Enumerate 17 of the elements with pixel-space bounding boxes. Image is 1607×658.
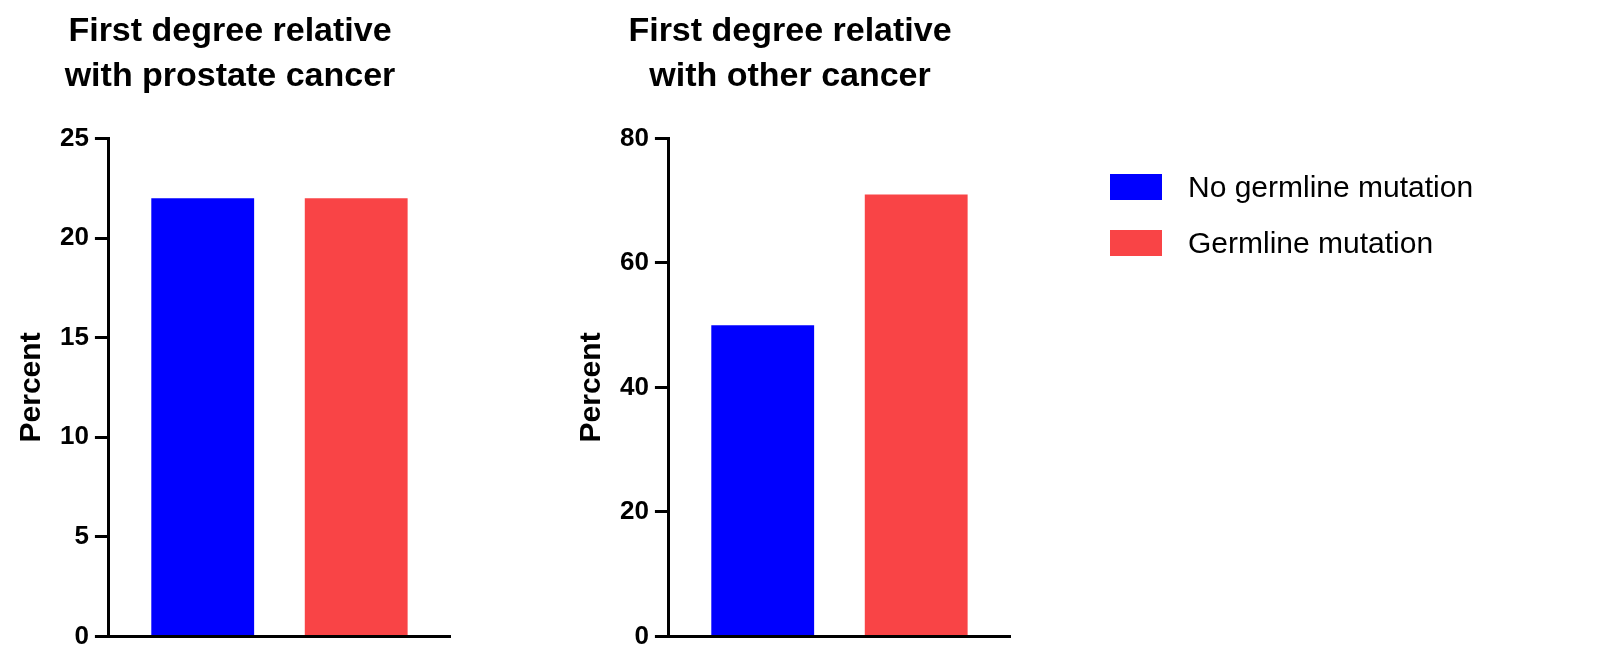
y-axis-title: Percent xyxy=(13,332,47,443)
y-tick-label: 20 xyxy=(620,495,649,526)
y-tick-label: 10 xyxy=(60,420,89,451)
y-tick-label: 40 xyxy=(620,370,649,401)
chart-title: First degree relative with other cancer xyxy=(628,10,952,93)
y-tick-label: 25 xyxy=(60,121,89,152)
legend-label: No germline mutation xyxy=(1188,170,1474,204)
y-axis-title: Percent xyxy=(573,332,607,443)
y-tick-label: 60 xyxy=(620,246,649,277)
y-tick-label: 15 xyxy=(60,320,89,351)
y-tick-label: 20 xyxy=(60,221,89,252)
chart-title: First degree relative with prostate cancer xyxy=(63,10,396,93)
y-tick-label: 0 xyxy=(74,619,89,650)
legend-label: Germline mutation xyxy=(1188,226,1434,260)
y-tick-label: 80 xyxy=(620,121,649,152)
y-tick-label: 5 xyxy=(74,519,89,550)
y-tick-label: 0 xyxy=(634,619,649,650)
